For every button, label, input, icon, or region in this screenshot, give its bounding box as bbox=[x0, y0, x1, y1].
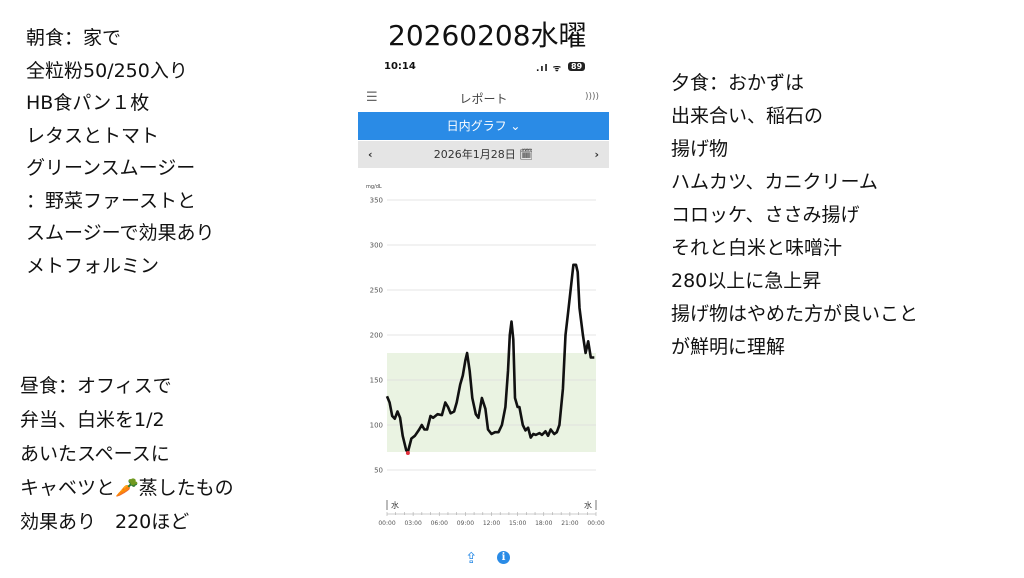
glucose-line bbox=[385, 263, 595, 454]
x-tick-label: 12:00 bbox=[483, 520, 500, 527]
battery-indicator: 89 bbox=[568, 62, 586, 71]
view-selector-dropdown[interactable]: 日内グラフ ⌄ bbox=[358, 112, 609, 140]
note-line: HB食パン１枚 bbox=[26, 92, 150, 114]
note-line: コロッケ、ささみ揚げ bbox=[671, 204, 860, 226]
x-tick-label: 21:00 bbox=[561, 520, 578, 527]
note-line: 効果あり 220ほど bbox=[20, 511, 190, 533]
x-tick-label: 00:00 bbox=[587, 520, 604, 527]
share-icon[interactable]: ⇪ bbox=[465, 549, 478, 567]
y-tick-label: 250 bbox=[370, 287, 383, 295]
date-label[interactable]: 2026年1月28日 🗓 bbox=[433, 148, 534, 161]
breakfast-notes: 朝食：家で全粒粉50/250入り HB食パン１枚 レタスとトマトグリーンスムージー ：… bbox=[26, 22, 214, 282]
signal-wifi-icon: .ıl ᯤ bbox=[536, 64, 562, 74]
y-tick-label: 150 bbox=[370, 377, 383, 385]
y-tick-label: 50 bbox=[374, 467, 383, 475]
day-label: 水 bbox=[391, 500, 399, 510]
note-line: 出来合い、稲石の bbox=[671, 105, 824, 127]
glucose-chart: mg/dL 350 300 250 200 150 100 50 水 水 00:00 03:00 06:… bbox=[366, 184, 605, 527]
note-line: レタスとトマト bbox=[26, 124, 160, 147]
x-tick-label: 09:00 bbox=[457, 520, 474, 527]
note-line: グリーンスムージー bbox=[26, 157, 196, 179]
note-line: 夕食：おかずは bbox=[671, 72, 805, 94]
low-glucose-marker bbox=[405, 451, 410, 455]
note-line: それと白米と味噌汁 bbox=[671, 237, 843, 259]
date-navigator: ‹ 2026年1月28日 🗓 › bbox=[358, 141, 609, 168]
note-line: 全粒粉50/250入り bbox=[26, 59, 188, 82]
note-line: 朝食：家で bbox=[26, 27, 122, 49]
menu-icon[interactable]: ☰ bbox=[366, 90, 378, 105]
x-tick-label: 18:00 bbox=[535, 520, 552, 527]
note-line: 昼食：オフィスで bbox=[20, 375, 172, 397]
x-tick-label: 15:00 bbox=[509, 520, 526, 527]
day-label: 水 bbox=[584, 500, 592, 510]
dinner-notes: 夕食：おかずは 出来合い、稲石の 揚げ物ハムカツ、カニクリーム コロッケ、ささみ揚げそ… bbox=[671, 67, 918, 364]
lunch-notes: 昼食：オフィスで 弁当、白米を1/2 あいたスペースにキャベツと🥕蒸したもの 効果あり… bbox=[20, 369, 234, 539]
header-title: レポート bbox=[459, 92, 508, 106]
prev-day-button[interactable]: ‹ bbox=[368, 148, 373, 161]
note-line: あいたスペースに bbox=[20, 443, 170, 465]
nfc-scan-icon[interactable]: )))) bbox=[585, 92, 600, 102]
note-line: ハムカツ、カニクリーム bbox=[671, 171, 878, 193]
note-line: 揚げ物 bbox=[671, 138, 729, 160]
note-line: が鮮明に理解 bbox=[671, 336, 786, 358]
y-tick-label: 100 bbox=[370, 422, 383, 430]
note-line: メトフォルミン bbox=[26, 254, 160, 277]
note-line: 280以上に急上昇 bbox=[671, 270, 822, 292]
note-line: 弁当、白米を1/2 bbox=[20, 409, 165, 431]
x-tick-label: 06:00 bbox=[431, 520, 448, 527]
x-tick-label: 00:00 bbox=[378, 520, 395, 527]
note-line: ：野菜ファーストと bbox=[26, 189, 197, 212]
note-line: スムージーで効果あり bbox=[26, 222, 215, 244]
note-line: キャベツと🥕蒸したもの bbox=[20, 477, 234, 499]
note-line: 揚げ物はやめた方が良いこと bbox=[671, 303, 919, 325]
x-tick-label: 03:00 bbox=[404, 520, 421, 527]
y-tick-label: 350 bbox=[370, 197, 383, 205]
status-time: 10:14 bbox=[384, 61, 416, 72]
next-day-button[interactable]: › bbox=[594, 148, 599, 161]
y-tick-label: 200 bbox=[370, 332, 383, 340]
info-icon[interactable]: i bbox=[497, 551, 510, 564]
y-axis-unit: mg/dL bbox=[366, 184, 382, 190]
slide-title: 20260208水曜 bbox=[388, 19, 587, 52]
y-tick-label: 300 bbox=[370, 242, 383, 250]
